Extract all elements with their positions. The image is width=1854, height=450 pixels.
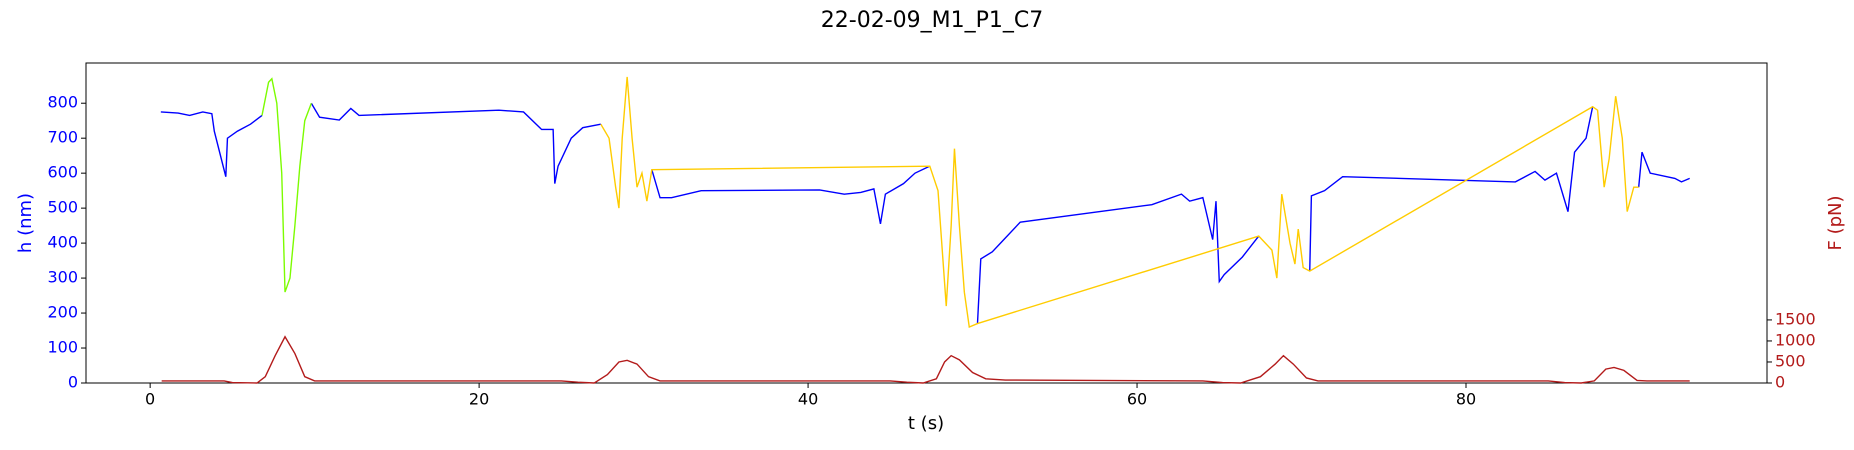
y-tick-label: 600 — [47, 163, 78, 182]
y-tick-label: 400 — [47, 233, 78, 252]
x-tick-label: 40 — [798, 390, 818, 409]
y-tick-label: 700 — [47, 128, 78, 147]
y-tick-label: 500 — [47, 198, 78, 217]
x-tick-label: 20 — [469, 390, 489, 409]
y-tick-label: 300 — [47, 268, 78, 287]
x-tick-label: 80 — [1456, 390, 1476, 409]
y-tick-label: 200 — [47, 303, 78, 322]
data-line — [600, 76, 1639, 329]
x-tick-label: 0 — [145, 390, 155, 409]
y-tick-label: 100 — [47, 338, 78, 357]
y2-tick-label: 0 — [1775, 373, 1785, 392]
data-line — [160, 102, 1690, 324]
y2-tick-label: 500 — [1775, 351, 1806, 370]
y2-tick-label: 1000 — [1775, 330, 1816, 349]
y2-tick-label: 1500 — [1775, 309, 1816, 328]
y-tick-label: 800 — [47, 93, 78, 112]
x-tick-label: 60 — [1127, 390, 1147, 409]
chart-title: 22-02-09_M1_P1_C7 — [821, 8, 1043, 33]
y2-axis-label: F (pN) — [1825, 195, 1846, 250]
x-axis-label: t (s) — [908, 413, 944, 434]
data-line — [161, 335, 1690, 384]
data-line — [261, 77, 312, 293]
y-tick-label: 0 — [68, 373, 78, 392]
plot-frame — [85, 62, 1768, 384]
y-axis-label: h (nm) — [15, 193, 36, 253]
